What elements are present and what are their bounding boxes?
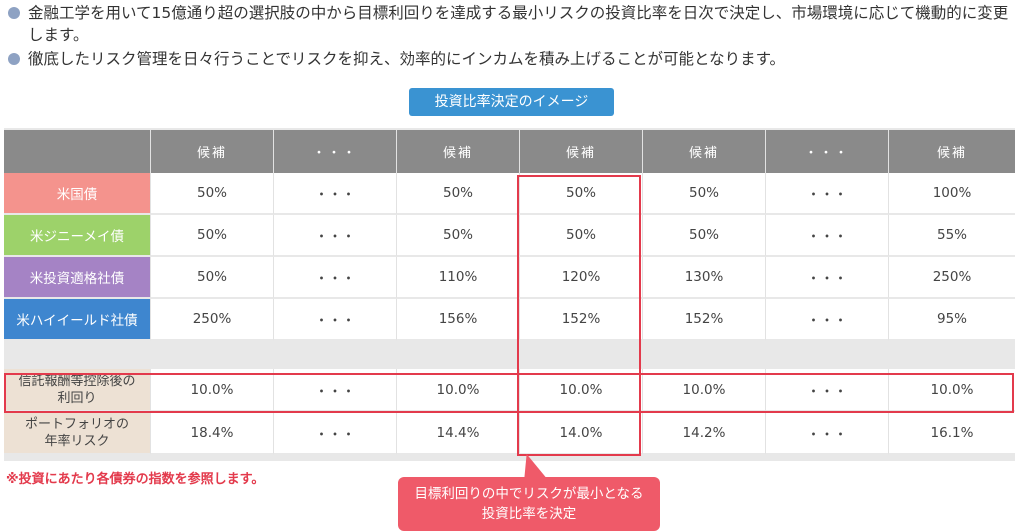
row-label-us-treasury: 米国債 bbox=[4, 173, 151, 215]
callout-line2: 投資比率を決定 bbox=[481, 506, 577, 522]
bullet-dot-icon bbox=[8, 7, 20, 19]
footnote: ※投資にあたり各債券の指数を参照します。 bbox=[6, 472, 265, 487]
value-cell: ・・・ bbox=[274, 299, 397, 341]
callout-line1: 目標利回りの中でリスクが最小となる bbox=[414, 486, 644, 502]
bullet-text-2: 徹底したリスク管理を日々行うことでリスクを抑え、効率的にインカムを積み上げること… bbox=[28, 50, 786, 68]
row-label-investment-grade: 米投資適格社債 bbox=[4, 257, 151, 299]
row-label-high-yield: 米ハイイールド社債 bbox=[4, 299, 151, 341]
value-cell: 156% bbox=[397, 299, 520, 341]
value-cell: 95% bbox=[889, 299, 1015, 341]
value-cell: 55% bbox=[889, 215, 1015, 257]
value-cell: 50% bbox=[520, 173, 643, 215]
value-cell: 130% bbox=[643, 257, 766, 299]
header-cell: 候補 bbox=[151, 130, 274, 173]
table-row: 米国債 50% ・・・ 50% 50% 50% ・・・ 100% bbox=[4, 173, 1015, 215]
header-cell: 候補 bbox=[397, 130, 520, 173]
value-cell: 152% bbox=[520, 299, 643, 341]
value-cell: 10.0% bbox=[520, 369, 643, 412]
row-label-risk-line2: 年率リスク bbox=[44, 433, 110, 449]
table-row: 米ハイイールド社債 250% ・・・ 156% 152% 152% ・・・ 95… bbox=[4, 299, 1015, 341]
bullet-dot-icon bbox=[8, 53, 20, 65]
value-cell: ・・・ bbox=[766, 173, 889, 215]
value-cell: ・・・ bbox=[766, 369, 889, 412]
header-corner bbox=[4, 130, 151, 173]
value-cell: ・・・ bbox=[766, 299, 889, 341]
bullet-1: 金融工学を用いて15億通り超の選択肢の中から目標利回りを達成する最小リスクの投資… bbox=[6, 2, 1021, 46]
header-cell: ・・・ bbox=[766, 130, 889, 173]
value-cell: 50% bbox=[151, 257, 274, 299]
value-cell: 250% bbox=[889, 257, 1015, 299]
row-label-yield: 信託報酬等控除後の 利回り bbox=[4, 369, 151, 412]
value-cell: 10.0% bbox=[151, 369, 274, 412]
value-cell: 50% bbox=[643, 173, 766, 215]
table-row: 米ジニーメイ債 50% ・・・ 50% 50% 50% ・・・ 55% bbox=[4, 215, 1015, 257]
value-cell: ・・・ bbox=[274, 369, 397, 412]
row-label-risk-line1: ポートフォリオの bbox=[24, 416, 129, 432]
value-cell: 50% bbox=[397, 173, 520, 215]
row-label-yield-line1: 信託報酬等控除後の bbox=[18, 373, 136, 389]
table-row: 米投資適格社債 50% ・・・ 110% 120% 130% ・・・ 250% bbox=[4, 257, 1015, 299]
summary-row-yield: 信託報酬等控除後の 利回り 10.0% ・・・ 10.0% 10.0% 10.0… bbox=[4, 369, 1015, 412]
header-cell: 候補 bbox=[643, 130, 766, 173]
value-cell: 50% bbox=[151, 173, 274, 215]
header-cell: ・・・ bbox=[274, 130, 397, 173]
table-caption: 投資比率決定のイメージ bbox=[409, 88, 614, 116]
value-cell: 18.4% bbox=[151, 412, 274, 455]
row-label-ginnie-mae: 米ジニーメイ債 bbox=[4, 215, 151, 257]
value-cell: 120% bbox=[520, 257, 643, 299]
summary-row-risk: ポートフォリオの 年率リスク 18.4% ・・・ 14.4% 14.0% 14.… bbox=[4, 412, 1015, 455]
value-cell: 100% bbox=[889, 173, 1015, 215]
value-cell: ・・・ bbox=[766, 412, 889, 455]
callout-bubble: 目標利回りの中でリスクが最小となる 投資比率を決定 bbox=[398, 477, 660, 531]
value-cell: 110% bbox=[397, 257, 520, 299]
value-cell: 50% bbox=[643, 215, 766, 257]
value-cell: 50% bbox=[520, 215, 643, 257]
value-cell: 10.0% bbox=[643, 369, 766, 412]
value-cell: ・・・ bbox=[274, 257, 397, 299]
row-gap bbox=[4, 341, 1015, 369]
value-cell: 14.0% bbox=[520, 412, 643, 455]
value-cell: 16.1% bbox=[889, 412, 1015, 455]
intro-bullets: 金融工学を用いて15億通り超の選択肢の中から目標利回りを達成する最小リスクの投資… bbox=[6, 2, 1021, 70]
value-cell: 14.2% bbox=[643, 412, 766, 455]
value-cell: ・・・ bbox=[274, 215, 397, 257]
value-cell: ・・・ bbox=[274, 412, 397, 455]
value-cell: ・・・ bbox=[274, 173, 397, 215]
row-label-yield-line2: 利回り bbox=[57, 390, 97, 406]
header-cell: 候補 bbox=[520, 130, 643, 173]
value-cell: 14.4% bbox=[397, 412, 520, 455]
value-cell: ・・・ bbox=[766, 215, 889, 257]
bullet-2: 徹底したリスク管理を日々行うことでリスクを抑え、効率的にインカムを積み上げること… bbox=[6, 48, 1021, 70]
bullet-text-1: 金融工学を用いて15億通り超の選択肢の中から目標利回りを達成する最小リスクの投資… bbox=[28, 4, 1009, 44]
value-cell: 152% bbox=[643, 299, 766, 341]
value-cell: 10.0% bbox=[397, 369, 520, 412]
header-row: 候補 ・・・ 候補 候補 候補 ・・・ 候補 bbox=[4, 130, 1015, 173]
value-cell: 10.0% bbox=[889, 369, 1015, 412]
value-cell: 50% bbox=[151, 215, 274, 257]
allocation-table: 候補 ・・・ 候補 候補 候補 ・・・ 候補 米国債 50% ・・・ 50% 5… bbox=[4, 130, 1015, 455]
value-cell: 50% bbox=[397, 215, 520, 257]
value-cell: 250% bbox=[151, 299, 274, 341]
row-label-risk: ポートフォリオの 年率リスク bbox=[4, 412, 151, 455]
header-cell: 候補 bbox=[889, 130, 1015, 173]
value-cell: ・・・ bbox=[766, 257, 889, 299]
